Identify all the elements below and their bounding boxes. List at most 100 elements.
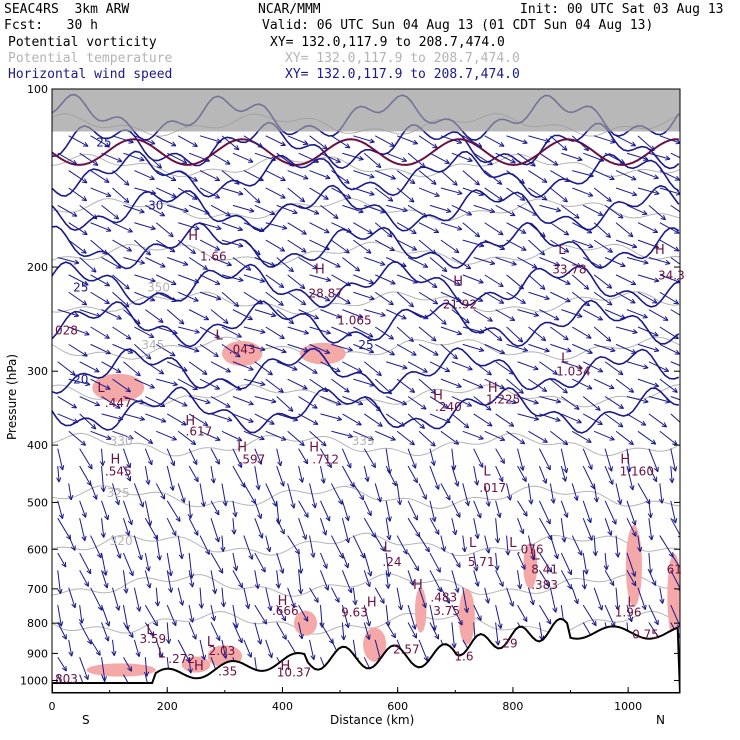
wind-arrow-head — [530, 555, 535, 561]
wind-arrow-head — [260, 639, 263, 645]
wind-arrow-head — [399, 425, 405, 427]
wind-arrow-head — [150, 175, 155, 180]
wind-arrow-head — [217, 225, 222, 230]
wind-arrow — [68, 535, 76, 551]
wind-arrow-head — [271, 401, 277, 404]
wind-arrow — [385, 605, 389, 627]
wind-arrow-head — [216, 176, 221, 181]
wind-arrow — [101, 552, 107, 576]
wind-arrow-head — [160, 369, 165, 375]
wind-arrow-head — [641, 605, 646, 610]
wind-arrow — [637, 430, 657, 445]
wind-arrow — [396, 535, 408, 555]
wind-arrow — [210, 152, 231, 165]
wind-arrow-head — [643, 313, 648, 318]
wind-arrow-head — [621, 158, 626, 164]
wind-arrow — [298, 152, 319, 163]
wind-arrow — [593, 483, 598, 503]
wind-arrow-head — [589, 172, 594, 177]
wind-arrow-head — [240, 484, 246, 488]
wind-arrow-head — [676, 624, 680, 629]
wind-arrow-head — [533, 402, 539, 405]
wind-arrow-head — [237, 193, 244, 196]
wind-arrow — [648, 604, 659, 625]
wind-arrow-head — [97, 606, 103, 611]
wind-arrow-head — [453, 442, 459, 445]
wind-arrow — [232, 413, 254, 423]
wind-arrow — [79, 204, 98, 220]
wind-arrow — [473, 570, 479, 587]
wind-arrow — [177, 170, 198, 182]
wind-arrow — [232, 309, 253, 321]
wind-arrow — [101, 152, 123, 163]
wind-arrow — [79, 518, 86, 541]
y-axis-label: Pressure (hPa) — [5, 354, 19, 440]
wind-arrow — [385, 152, 407, 162]
wind-arrow — [101, 361, 122, 373]
wind-arrow-head — [479, 297, 484, 302]
wind-arrow — [550, 187, 568, 203]
wind-arrow — [298, 518, 307, 540]
wind-arrow-head — [446, 207, 452, 213]
wind-arrow-head — [100, 533, 105, 538]
wind-arrow — [144, 517, 159, 540]
wind-arrow-head — [222, 546, 226, 552]
wind-arrow — [309, 378, 328, 392]
wind-arrow-head — [385, 584, 389, 589]
wind-arrow — [517, 465, 527, 482]
wind-arrow-head — [281, 617, 286, 622]
wind-arrow-head — [542, 250, 546, 256]
wind-arrow-head — [661, 498, 665, 504]
wind-arrow-head — [441, 322, 447, 325]
wind-arrow-head — [139, 159, 145, 162]
wind-arrow — [637, 239, 659, 249]
wind-arrow — [593, 239, 613, 253]
wind-arrow-head — [137, 371, 141, 377]
wind-arrow — [637, 587, 646, 610]
wind-arrow-head — [345, 538, 350, 544]
wind-arrow-head — [697, 231, 699, 235]
wind-arrow-head — [654, 243, 659, 249]
wind-arrow-head — [106, 177, 110, 183]
wind-arrow — [659, 239, 680, 252]
wind-arrow — [232, 396, 254, 405]
wind-arrow-head — [141, 554, 143, 560]
pv-label: .447 — [105, 396, 132, 410]
wind-arrow-head — [468, 500, 470, 506]
wind-arrow-head — [344, 182, 350, 184]
wind-arrow — [538, 552, 553, 573]
wind-arrow — [232, 257, 252, 271]
wind-arrow-head — [606, 565, 609, 571]
wind-arrow-head — [699, 330, 703, 333]
wind-arrow-head — [271, 398, 277, 403]
wind-arrow — [177, 291, 199, 302]
wind-arrow — [90, 187, 112, 197]
wind-arrow — [407, 152, 426, 168]
wind-arrow-head — [543, 195, 548, 201]
pv-label: .666 — [272, 604, 299, 618]
wind-arrow-head — [310, 553, 315, 558]
wind-arrow-head — [151, 296, 156, 301]
wind-arrow-head — [86, 482, 92, 486]
wind-arrow-head — [322, 564, 328, 569]
wind-arrow — [374, 378, 392, 395]
wind-arrow — [506, 274, 524, 290]
wind-arrow — [320, 309, 342, 319]
wind-arrow — [287, 239, 307, 253]
wind-arrow-head — [605, 339, 612, 342]
wind-arrow — [243, 639, 252, 658]
wind-arrow — [473, 465, 478, 486]
wind-arrow — [374, 483, 382, 503]
wind-arrow-head — [216, 295, 222, 300]
wind-arrow-head — [511, 402, 517, 405]
wind-arrow-head — [428, 546, 430, 553]
wind-arrow-head — [172, 435, 177, 441]
wind-arrow — [309, 222, 330, 234]
wind-arrow-head — [534, 399, 539, 404]
theta-line — [52, 573, 680, 597]
wind-arrow — [363, 570, 371, 587]
wind-arrow — [101, 604, 110, 627]
wind-arrow-head — [461, 547, 466, 553]
wind-arrow — [341, 552, 349, 569]
wind-arrow-head — [190, 443, 196, 446]
